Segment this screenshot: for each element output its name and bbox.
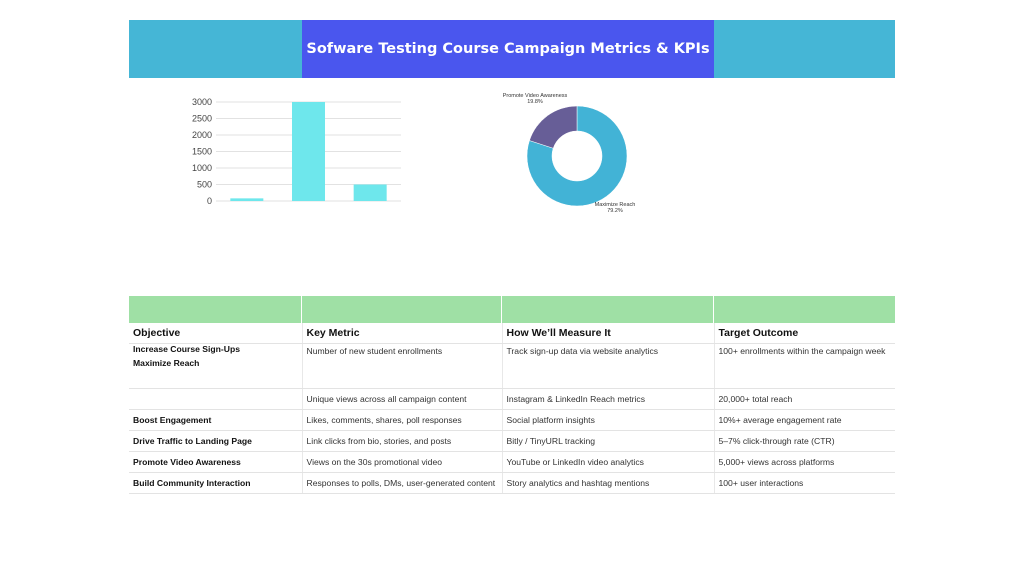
cell-objective [129, 388, 302, 410]
cell-metric: Views on the 30s promotional video [301, 451, 502, 473]
header-key-metric: Key Metric [301, 323, 502, 344]
cell-objective: Drive Traffic to Landing Page [129, 430, 302, 452]
bar [353, 184, 387, 201]
table-row: Promote Video Awareness Views on the 30s… [129, 451, 895, 473]
kpi-table: Objective Key Metric How We’ll Measure I… [129, 323, 895, 494]
cell-metric: Unique views across all campaign content [301, 388, 502, 410]
cell-objective: Increase Course Sign-Ups Maximize Reach [129, 343, 302, 389]
cell-target: 100+ enrollments within the campaign wee… [713, 343, 895, 389]
header-target: Target Outcome [713, 323, 895, 344]
table-header: Objective Key Metric How We’ll Measure I… [129, 323, 895, 344]
cell-measure: Bitly / TinyURL tracking [501, 430, 714, 452]
title-banner-center: Sofware Testing Course Campaign Metrics … [302, 20, 714, 78]
cell-measure: Social platform insights [501, 409, 714, 431]
cell-target: 10%+ average engagement rate [713, 409, 895, 431]
slice-label: Maximize Reach [595, 202, 636, 208]
y-tick-label: 2000 [192, 130, 212, 140]
y-tick-label: 1000 [192, 163, 212, 173]
cell-measure: YouTube or LinkedIn video analytics [501, 451, 714, 473]
table-row: Boost Engagement Likes, comments, shares… [129, 409, 895, 431]
table-row: Build Community Interaction Responses to… [129, 472, 895, 494]
slice-label: Promote Video Awareness [503, 93, 568, 99]
cell-measure: Track sign-up data via website analytics [501, 343, 714, 389]
page-title: Sofware Testing Course Campaign Metrics … [306, 41, 710, 57]
cell-measure: Story analytics and hashtag mentions [501, 472, 714, 494]
cell-objective: Build Community Interaction [129, 472, 302, 494]
y-tick-label: 2500 [192, 114, 212, 124]
cell-target: 5–7% click-through rate (CTR) [713, 430, 895, 452]
donut-slice [529, 105, 578, 149]
slice-percent: 19.8% [527, 99, 543, 105]
cell-target: 100+ user interactions [713, 472, 895, 494]
cell-measure: Instagram & LinkedIn Reach metrics [501, 388, 714, 410]
bar [292, 102, 325, 201]
cell-metric: Number of new student enrollments [301, 343, 502, 389]
y-tick-label: 0 [207, 196, 212, 206]
cell-target: 20,000+ total reach [713, 388, 895, 410]
cell-target: 5,000+ views across platforms [713, 451, 895, 473]
table-row: Unique views across all campaign content… [129, 388, 895, 410]
y-tick-label: 1500 [192, 147, 212, 157]
cell-objective: Boost Engagement [129, 409, 302, 431]
slice-percent: 79.2% [607, 208, 623, 214]
objective-label: Increase Course Sign-Ups [133, 344, 240, 354]
cell-metric: Responses to polls, DMs, user-generated … [301, 472, 502, 494]
table-row: Drive Traffic to Landing Page Link click… [129, 430, 895, 452]
cell-metric: Link clicks from bio, stories, and posts [301, 430, 502, 452]
bar-chart: 3000 2500 2000 1500 1000 500 0 [192, 97, 401, 206]
header-measure: How We’ll Measure It [501, 323, 714, 344]
bar [230, 198, 264, 201]
y-tick-label: 3000 [192, 97, 212, 107]
objective-label-secondary: Maximize Reach [133, 358, 200, 368]
cell-objective: Promote Video Awareness [129, 451, 302, 473]
table-row: Increase Course Sign-Ups Maximize Reach … [129, 343, 895, 389]
header-objective: Objective [129, 323, 302, 344]
donut-slice [526, 105, 628, 207]
cell-metric: Likes, comments, shares, poll responses [301, 409, 502, 431]
y-tick-label: 500 [197, 180, 212, 190]
table-header-band [129, 296, 895, 323]
